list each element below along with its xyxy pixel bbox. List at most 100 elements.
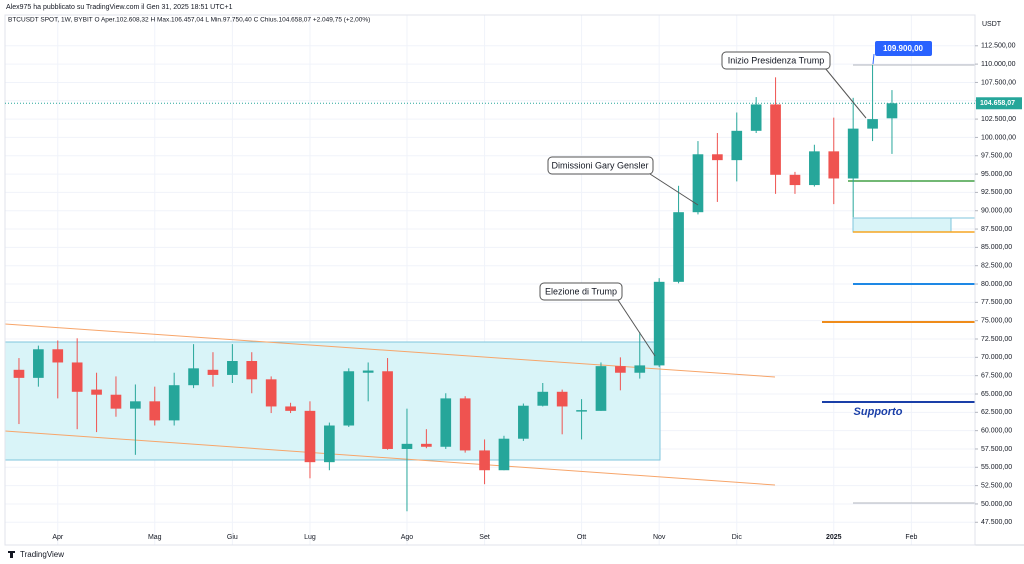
x-tick-label: Ott xyxy=(577,534,586,541)
candle-body xyxy=(867,119,878,129)
currency-label: USDT xyxy=(982,21,1002,28)
candle-body xyxy=(421,443,432,447)
candle-body xyxy=(556,391,568,407)
y-tick-label: 110.000,00 xyxy=(981,61,1016,68)
candle-body xyxy=(91,389,102,395)
callout-box xyxy=(547,156,654,175)
callout-pointer xyxy=(872,53,875,65)
candle-body xyxy=(459,398,471,451)
candle-body xyxy=(401,443,413,449)
y-tick-label: 50.000,00 xyxy=(981,501,1012,508)
candle-body xyxy=(168,385,180,421)
y-tick-label: 72.500,00 xyxy=(981,336,1012,343)
y-tick-label: 95.000,00 xyxy=(981,171,1012,178)
y-tick-label: 70.000,00 xyxy=(981,354,1012,361)
x-tick-label: Nov xyxy=(653,534,666,541)
candle-body xyxy=(498,438,510,471)
x-tick-label: 2025 xyxy=(826,534,842,541)
candle-body xyxy=(809,151,820,186)
y-tick-label: 112.500,00 xyxy=(981,43,1016,50)
callout-pointer xyxy=(617,299,656,357)
y-tick-label: 52.500,00 xyxy=(981,482,1012,489)
y-tick-label: 87.500,00 xyxy=(981,226,1012,233)
y-tick-label: 77.500,00 xyxy=(981,299,1012,306)
candle-body xyxy=(382,371,393,449)
callout-pointer xyxy=(824,67,867,119)
candle-body xyxy=(207,369,219,375)
x-tick-label: Giu xyxy=(227,534,238,541)
candle-body xyxy=(130,401,141,409)
trend-line xyxy=(4,430,776,486)
plot-frame xyxy=(4,14,976,546)
candle-body xyxy=(362,370,374,373)
candle-body xyxy=(847,128,859,179)
candle-body xyxy=(886,103,898,119)
candle-body xyxy=(343,371,355,426)
callout-box xyxy=(539,282,623,301)
candle-body xyxy=(576,410,587,412)
candle-body xyxy=(440,398,452,447)
y-tick-label: 57.500,00 xyxy=(981,446,1012,453)
callout-pointer xyxy=(649,173,699,206)
author-line: Alex975 ha pubblicato su TradingView.com… xyxy=(6,4,233,11)
candle-body xyxy=(712,154,723,161)
chart-title: BTCUSDT SPOT, 1W, BYBIT O Aper.102.608,3… xyxy=(8,17,370,24)
x-tick-label: Feb xyxy=(905,534,917,541)
candle-body xyxy=(789,174,801,186)
candle-body xyxy=(265,379,277,407)
zone-box xyxy=(852,217,952,233)
callout-box xyxy=(721,51,831,70)
annotation: Supporto xyxy=(854,406,903,418)
y-tick-label: 102.500,00 xyxy=(981,116,1016,123)
y-tick-label: 65.000,00 xyxy=(981,391,1012,398)
last-price-box xyxy=(976,97,1022,110)
annotation: Elezione di Trump xyxy=(545,286,617,296)
y-tick-label: 97.500,00 xyxy=(981,153,1012,160)
y-axis-labels: 112.500,00110.000,00107.500,00105.000,00… xyxy=(975,43,1016,526)
y-tick-label: 100.000,00 xyxy=(981,134,1016,141)
annotation: Dimissioni Gary Gensler xyxy=(551,160,648,170)
x-tick-label: Set xyxy=(479,534,490,541)
candle-body xyxy=(285,406,296,411)
candle-body xyxy=(188,368,199,386)
y-tick-label: 80.000,00 xyxy=(981,281,1012,288)
x-tick-label: Dic xyxy=(732,534,743,541)
y-tick-label: 82.500,00 xyxy=(981,263,1012,270)
trend-line xyxy=(4,323,776,378)
last-price-label: 104.658,07 xyxy=(980,100,1015,107)
candle-body xyxy=(324,425,335,463)
candle-body xyxy=(634,365,646,373)
candle-body xyxy=(731,130,743,161)
candle-body xyxy=(110,394,122,409)
candle-body xyxy=(653,281,665,366)
candle-body xyxy=(227,361,238,375)
x-tick-label: Ago xyxy=(401,534,414,541)
brand: TradingView xyxy=(20,550,64,559)
candle-body xyxy=(52,349,64,363)
candle-body xyxy=(518,405,529,439)
candle-body xyxy=(615,366,626,373)
x-tick-label: Lug xyxy=(304,534,316,541)
candle-body xyxy=(750,104,762,131)
x-tick-label: Apr xyxy=(52,534,64,541)
candle-body xyxy=(537,391,549,406)
candle-body xyxy=(479,450,490,471)
y-tick-label: 90.000,00 xyxy=(981,208,1012,215)
y-tick-label: 62.500,00 xyxy=(981,409,1012,416)
y-tick-label: 85.000,00 xyxy=(981,244,1012,251)
x-tick-label: Mag xyxy=(148,534,162,541)
y-tick-label: 60.000,00 xyxy=(981,427,1012,434)
candle-body xyxy=(595,366,607,411)
candle-body xyxy=(770,104,781,175)
candles xyxy=(13,64,898,512)
brand-logo xyxy=(8,551,15,558)
annotation: Inizio Presidenza Trump xyxy=(728,55,825,65)
candle-body xyxy=(304,410,316,463)
price-bubble xyxy=(875,41,932,56)
candle-body xyxy=(149,401,161,421)
candle-body xyxy=(33,349,44,378)
y-tick-label: 75.000,00 xyxy=(981,318,1012,325)
candle-body xyxy=(71,362,83,392)
y-tick-label: 107.500,00 xyxy=(981,79,1016,86)
